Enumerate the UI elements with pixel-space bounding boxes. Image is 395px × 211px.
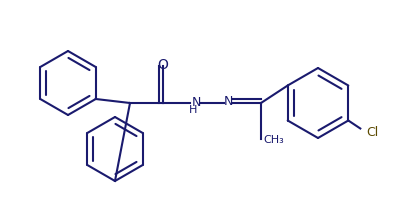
Text: Cl: Cl xyxy=(366,126,378,139)
Text: O: O xyxy=(158,58,168,72)
Text: CH₃: CH₃ xyxy=(263,135,284,145)
Text: H: H xyxy=(189,105,197,115)
Text: N: N xyxy=(223,95,233,107)
Text: N: N xyxy=(191,96,201,108)
